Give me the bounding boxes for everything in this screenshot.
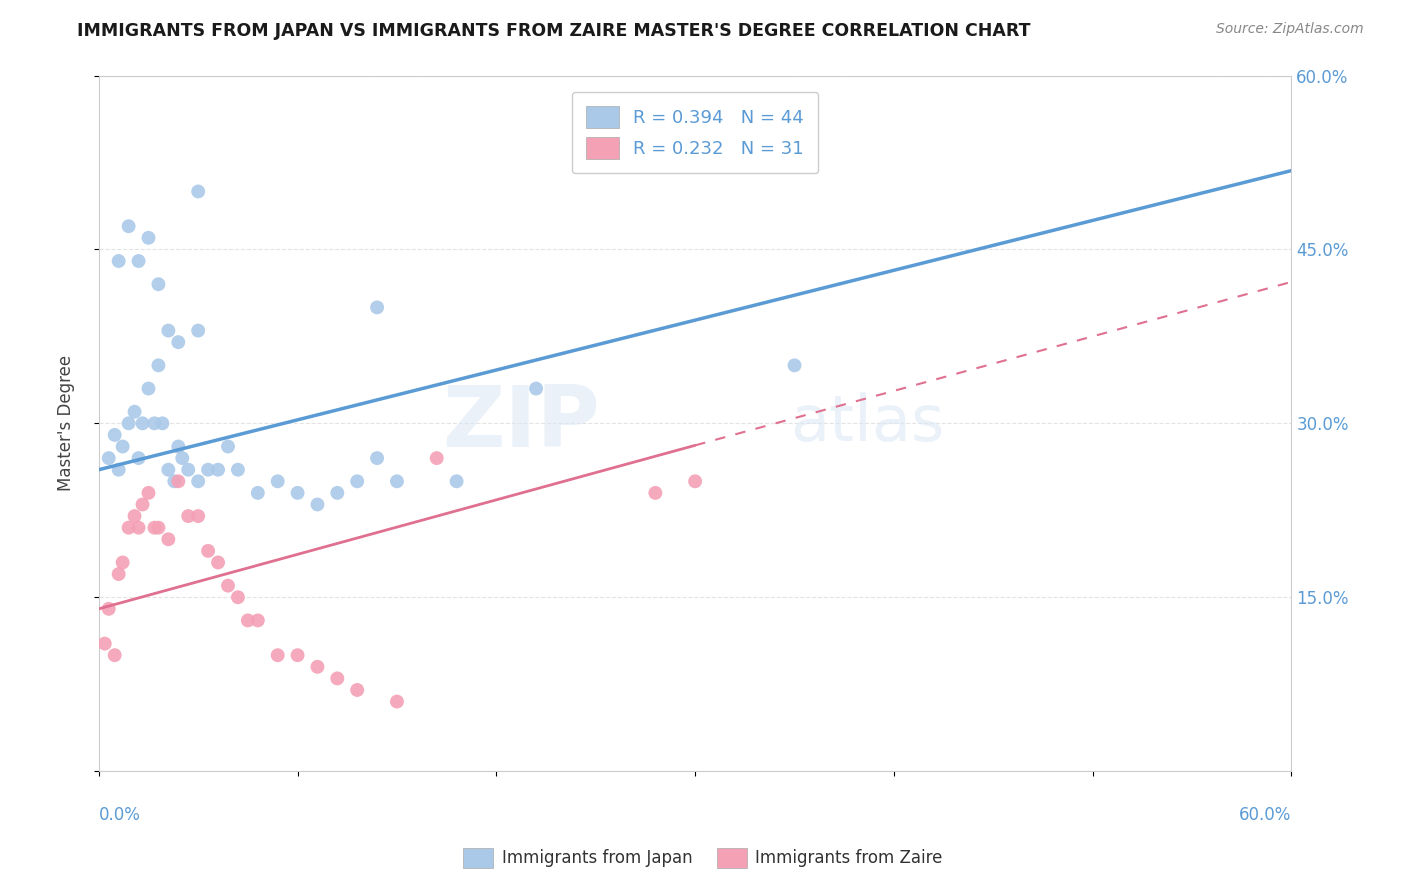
Point — [187, 185, 209, 199]
Point — [207, 463, 229, 477]
Point — [187, 324, 209, 338]
Point — [426, 451, 449, 466]
Point — [152, 417, 174, 431]
Point — [138, 486, 160, 500]
Point — [104, 648, 127, 663]
Point — [326, 486, 349, 500]
Point — [124, 509, 146, 524]
Point — [172, 451, 194, 466]
Point — [385, 695, 408, 709]
Point — [128, 451, 150, 466]
Point — [131, 417, 153, 431]
Point — [187, 475, 209, 489]
Point — [138, 231, 160, 245]
Point — [346, 475, 368, 489]
Point — [157, 324, 180, 338]
Point — [107, 567, 129, 582]
Point — [148, 277, 170, 292]
Point — [167, 335, 190, 350]
Point — [148, 359, 170, 373]
Point — [111, 556, 134, 570]
Text: atlas: atlas — [790, 392, 945, 454]
Point — [385, 475, 408, 489]
Point — [187, 509, 209, 524]
Point — [107, 254, 129, 268]
Point — [167, 475, 190, 489]
Y-axis label: Master's Degree: Master's Degree — [58, 355, 75, 491]
Point — [644, 486, 666, 500]
Point — [366, 301, 388, 315]
Point — [524, 382, 547, 396]
Text: IMMIGRANTS FROM JAPAN VS IMMIGRANTS FROM ZAIRE MASTER'S DEGREE CORRELATION CHART: IMMIGRANTS FROM JAPAN VS IMMIGRANTS FROM… — [77, 22, 1031, 40]
Point — [157, 463, 180, 477]
Text: ZIP: ZIP — [441, 382, 600, 465]
Point — [124, 405, 146, 419]
Point — [326, 672, 349, 686]
Point — [107, 463, 129, 477]
Point — [104, 428, 127, 442]
Point — [683, 475, 706, 489]
Point — [97, 451, 120, 466]
Point — [307, 498, 329, 512]
Point — [446, 475, 468, 489]
Point — [267, 475, 290, 489]
Point — [226, 591, 249, 605]
Point — [783, 150, 806, 164]
Point — [346, 683, 368, 698]
Point — [94, 637, 117, 651]
Point — [131, 498, 153, 512]
Point — [157, 533, 180, 547]
Point — [128, 254, 150, 268]
Point — [117, 417, 139, 431]
Point — [143, 417, 166, 431]
Point — [287, 486, 309, 500]
Point — [117, 219, 139, 234]
Point — [226, 463, 249, 477]
Point — [138, 382, 160, 396]
Point — [307, 660, 329, 674]
Point — [148, 521, 170, 535]
Point — [128, 521, 150, 535]
Legend: R = 0.394   N = 44, R = 0.232   N = 31: R = 0.394 N = 44, R = 0.232 N = 31 — [572, 92, 818, 173]
Text: 60.0%: 60.0% — [1239, 805, 1292, 824]
Point — [217, 440, 239, 454]
Point — [267, 648, 290, 663]
Point — [783, 359, 806, 373]
Point — [366, 451, 388, 466]
Point — [197, 544, 219, 558]
Point — [167, 440, 190, 454]
Point — [163, 475, 186, 489]
Point — [287, 648, 309, 663]
Point — [217, 579, 239, 593]
Point — [117, 521, 139, 535]
Legend: Immigrants from Japan, Immigrants from Zaire: Immigrants from Japan, Immigrants from Z… — [457, 841, 949, 875]
Point — [197, 463, 219, 477]
Point — [177, 463, 200, 477]
Text: Source: ZipAtlas.com: Source: ZipAtlas.com — [1216, 22, 1364, 37]
Point — [236, 614, 259, 628]
Point — [246, 486, 269, 500]
Point — [246, 614, 269, 628]
Point — [97, 602, 120, 616]
Point — [143, 521, 166, 535]
Text: 0.0%: 0.0% — [98, 805, 141, 824]
Point — [207, 556, 229, 570]
Point — [111, 440, 134, 454]
Point — [177, 509, 200, 524]
